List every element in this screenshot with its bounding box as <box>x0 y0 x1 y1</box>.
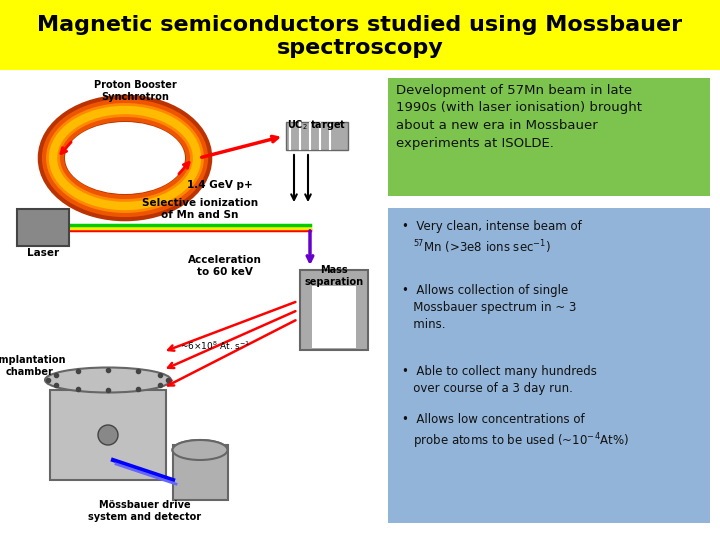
Text: ~6×10$^{8}$ At. s$^{-1}$: ~6×10$^{8}$ At. s$^{-1}$ <box>180 340 251 353</box>
FancyBboxPatch shape <box>17 209 69 246</box>
Text: 1.4 GeV p+: 1.4 GeV p+ <box>187 180 253 190</box>
Text: Laser: Laser <box>27 248 59 258</box>
Circle shape <box>98 425 118 445</box>
FancyBboxPatch shape <box>173 445 228 500</box>
FancyBboxPatch shape <box>286 122 348 150</box>
Text: •  Able to collect many hundreds
   over course of a 3 day run.: • Able to collect many hundreds over cou… <box>402 365 597 395</box>
Text: •  Allows collection of single
   Mossbauer spectrum in ~ 3
   mins.: • Allows collection of single Mossbauer … <box>402 284 577 331</box>
Text: Mössbauer drive
system and detector: Mössbauer drive system and detector <box>89 500 202 522</box>
Text: UC$_2$ target: UC$_2$ target <box>287 118 346 132</box>
FancyBboxPatch shape <box>312 286 356 348</box>
Text: Mass
separation: Mass separation <box>305 265 364 287</box>
Text: Implantation
chamber: Implantation chamber <box>0 355 66 376</box>
Ellipse shape <box>173 440 228 460</box>
Text: Selective ionization
of Mn and Sn: Selective ionization of Mn and Sn <box>142 198 258 220</box>
Text: Proton Booster
Synchrotron: Proton Booster Synchrotron <box>94 80 176 102</box>
FancyBboxPatch shape <box>388 208 710 523</box>
Ellipse shape <box>65 122 185 194</box>
FancyBboxPatch shape <box>8 70 383 530</box>
Ellipse shape <box>45 368 171 393</box>
FancyBboxPatch shape <box>50 390 166 480</box>
FancyBboxPatch shape <box>0 0 720 70</box>
Text: Development of 57Mn beam in late
1990s (with laser ionisation) brought
about a n: Development of 57Mn beam in late 1990s (… <box>396 84 642 150</box>
Text: Magnetic semiconductors studied using Mossbauer: Magnetic semiconductors studied using Mo… <box>37 15 683 35</box>
Text: spectroscopy: spectroscopy <box>276 38 444 58</box>
Text: Acceleration
to 60 keV: Acceleration to 60 keV <box>188 255 262 276</box>
Ellipse shape <box>173 440 228 460</box>
FancyBboxPatch shape <box>388 78 710 196</box>
Text: •  Very clean, intense beam of
   $^{57}$Mn (>3e8 ions sec$^{-1}$): • Very clean, intense beam of $^{57}$Mn … <box>402 220 582 256</box>
Text: •  Allows low concentrations of
   probe atoms to be used (~10$^{-}$$^{4}$At%): • Allows low concentrations of probe ato… <box>402 413 629 451</box>
FancyBboxPatch shape <box>300 270 368 350</box>
